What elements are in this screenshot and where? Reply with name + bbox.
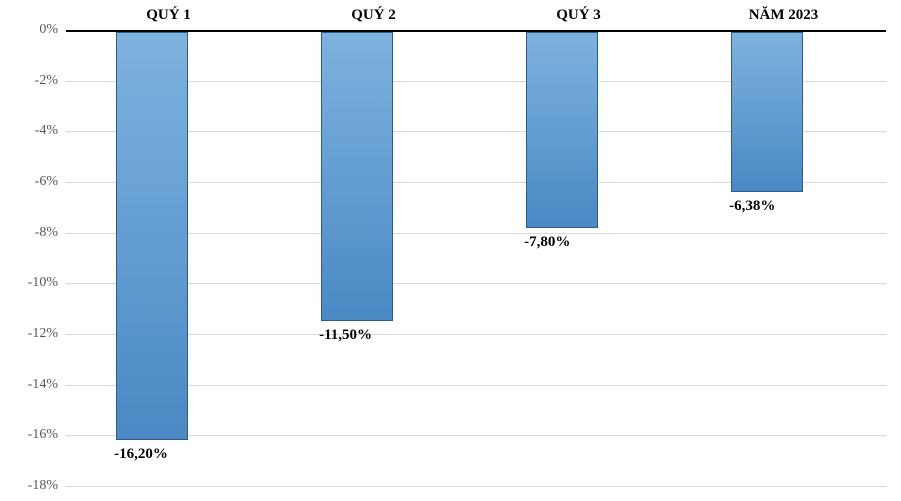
bar <box>321 32 393 321</box>
y-tick-label: 0% <box>8 22 58 38</box>
y-tick-label: -16% <box>8 427 58 443</box>
grid-line <box>66 385 886 386</box>
grid-line <box>66 486 886 487</box>
grid-line <box>66 435 886 436</box>
bar-value-label: -7,80% <box>524 234 570 251</box>
category-label: QUÝ 2 <box>271 7 476 24</box>
bar-value-label: -6,38% <box>729 198 775 215</box>
category-label: QUÝ 3 <box>476 7 681 24</box>
negative-bar-chart: 0% -2% -4% -6% -8% -10% -12% -14% -16% -18% QUÝ 1 -… <box>0 0 901 501</box>
category-label: QUÝ 1 <box>66 7 271 24</box>
bar <box>526 32 598 228</box>
grid-line <box>66 283 886 284</box>
bar <box>116 32 188 440</box>
grid-line <box>66 334 886 335</box>
y-tick-label: -2% <box>8 73 58 89</box>
y-tick-label: -8% <box>8 225 58 241</box>
y-tick-label: -14% <box>8 377 58 393</box>
category-label: NĂM 2023 <box>681 7 886 24</box>
y-tick-label: -12% <box>8 326 58 342</box>
bar-value-label: -11,50% <box>319 327 372 344</box>
bar <box>731 32 803 192</box>
y-tick-label: -18% <box>8 478 58 494</box>
plot-area: 0%-2%-4%-6%-8%-10%-12%-14%-16%-18%QUÝ 1-… <box>66 30 886 486</box>
bar-value-label: -16,20% <box>114 446 168 463</box>
grid-line <box>66 233 886 234</box>
y-tick-label: -10% <box>8 275 58 291</box>
y-tick-label: -6% <box>8 174 58 190</box>
y-tick-label: -4% <box>8 123 58 139</box>
